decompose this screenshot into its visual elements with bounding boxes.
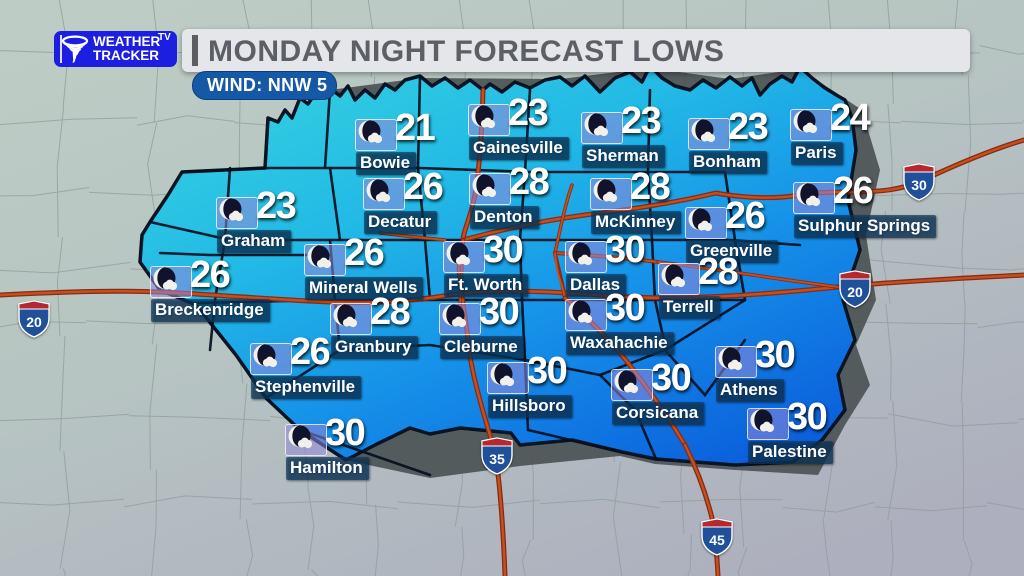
svg-text:20: 20 xyxy=(26,314,42,330)
svg-text:20: 20 xyxy=(847,284,863,300)
svg-text:35: 35 xyxy=(489,451,505,467)
svg-text:45: 45 xyxy=(709,532,725,548)
